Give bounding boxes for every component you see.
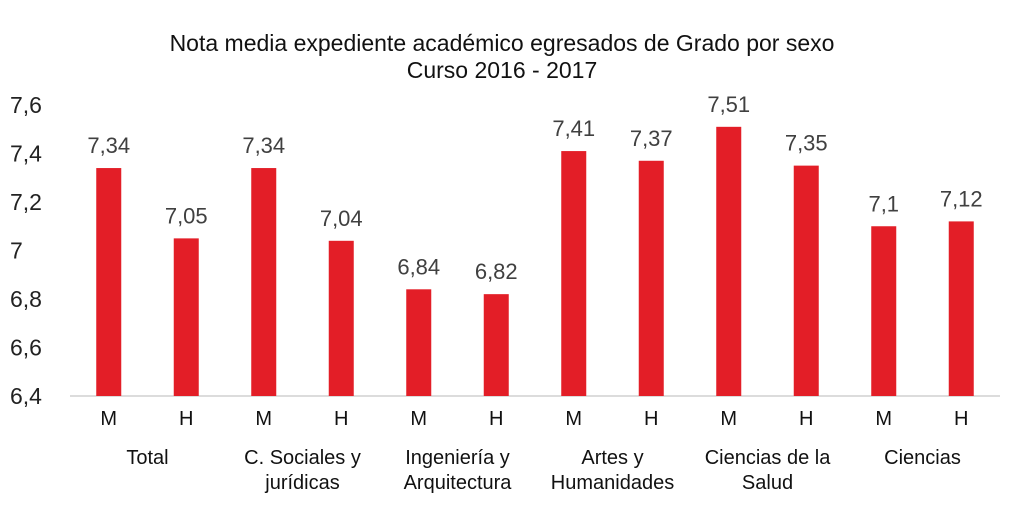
x-category-label: H bbox=[799, 408, 813, 430]
x-category-label: M bbox=[875, 408, 892, 430]
y-tick-label: 6,8 bbox=[10, 286, 42, 312]
bar bbox=[483, 294, 509, 396]
chart-subtitle: Curso 2016 - 2017 bbox=[406, 57, 598, 83]
x-category-label: M bbox=[255, 408, 272, 430]
x-category-label: M bbox=[100, 408, 117, 430]
y-tick-label: 6,6 bbox=[10, 335, 42, 361]
data-label: 7,41 bbox=[552, 116, 595, 141]
chart-title: Nota media expediente académico egresado… bbox=[169, 30, 835, 56]
x-group-label: Arquitectura bbox=[404, 472, 513, 494]
data-label: 7,04 bbox=[320, 206, 363, 231]
data-label: 7,12 bbox=[940, 186, 983, 211]
y-tick-label: 7,2 bbox=[10, 189, 42, 215]
x-category-label: H bbox=[489, 408, 503, 430]
bar bbox=[716, 126, 742, 396]
bar bbox=[251, 168, 277, 396]
data-label: 7,34 bbox=[242, 133, 285, 158]
data-label: 7,35 bbox=[785, 131, 828, 156]
x-group-label: C. Sociales y bbox=[244, 447, 361, 469]
bar bbox=[561, 151, 587, 396]
x-group-label: Ingeniería y bbox=[405, 447, 510, 469]
x-group-label: Salud bbox=[742, 472, 793, 494]
x-group-label: Total bbox=[126, 447, 168, 469]
y-tick-label: 7,6 bbox=[10, 92, 42, 118]
x-category-label: M bbox=[565, 408, 582, 430]
x-category-label: H bbox=[334, 408, 348, 430]
x-group-label: jurídicas bbox=[264, 472, 339, 494]
bar bbox=[406, 289, 432, 396]
x-category-label: H bbox=[179, 408, 193, 430]
bar bbox=[328, 240, 354, 396]
bar bbox=[638, 160, 664, 396]
data-label: 7,37 bbox=[630, 126, 673, 151]
data-label: 7,34 bbox=[87, 133, 130, 158]
data-label: 6,84 bbox=[397, 254, 440, 279]
data-label: 7,51 bbox=[707, 92, 750, 117]
data-label: 7,1 bbox=[868, 191, 899, 216]
x-category-label: H bbox=[644, 408, 658, 430]
bar bbox=[173, 238, 199, 396]
x-group-label: Humanidades bbox=[551, 472, 674, 494]
bar bbox=[793, 165, 819, 396]
x-category-label: H bbox=[954, 408, 968, 430]
x-category-label: M bbox=[720, 408, 737, 430]
bar bbox=[871, 226, 897, 396]
x-group-label: Artes y bbox=[581, 447, 643, 469]
y-tick-label: 7 bbox=[10, 238, 23, 264]
data-label: 6,82 bbox=[475, 259, 518, 284]
x-category-label: M bbox=[410, 408, 427, 430]
bar bbox=[948, 221, 974, 396]
y-tick-label: 7,4 bbox=[10, 141, 42, 167]
x-group-label: Ciencias de la bbox=[705, 447, 832, 469]
bar bbox=[96, 168, 122, 396]
x-group-label: Ciencias bbox=[884, 447, 961, 469]
data-label: 7,05 bbox=[165, 203, 208, 228]
y-tick-label: 6,4 bbox=[10, 383, 42, 409]
